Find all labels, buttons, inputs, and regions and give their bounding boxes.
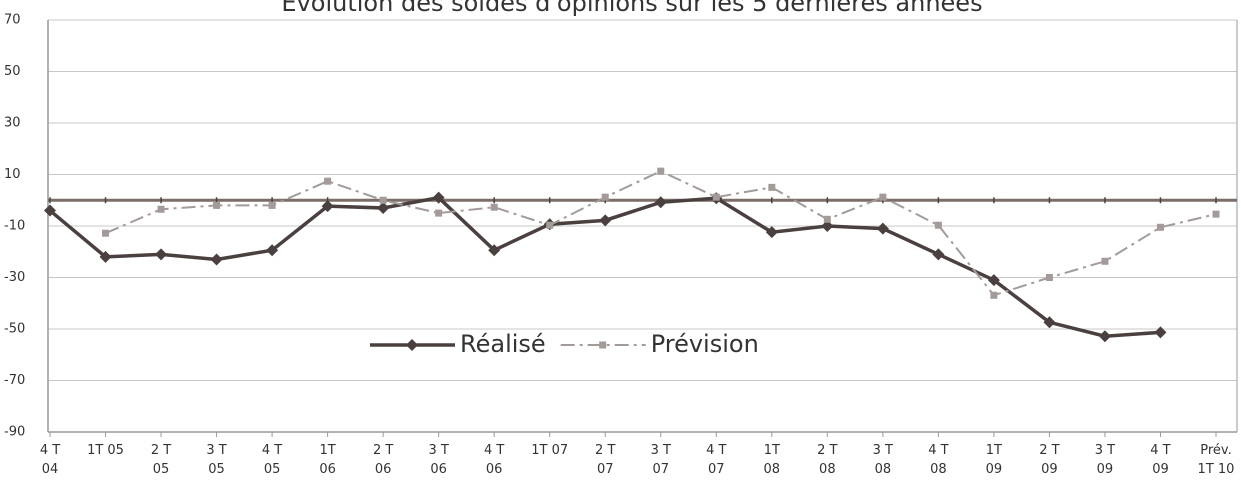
- marker: [654, 196, 667, 209]
- marker: [266, 244, 279, 257]
- x-tick-label: 1T 05: [87, 443, 124, 458]
- x-tick-label: 4 T 07: [706, 443, 727, 477]
- x-tick-label: 2 T 08: [817, 443, 838, 477]
- legend-marker: [599, 341, 607, 349]
- marker: [879, 193, 887, 201]
- x-tick-label: 3 T 07: [650, 443, 671, 477]
- marker: [932, 248, 945, 261]
- marker: [1098, 330, 1111, 343]
- marker: [377, 201, 390, 214]
- chart-title: Evolution des soldes d'opinions sur les …: [281, 0, 982, 17]
- x-tick-label: 3 T 06: [428, 443, 449, 477]
- marker: [268, 201, 276, 209]
- marker: [546, 221, 554, 229]
- marker: [44, 204, 56, 217]
- y-tick-label: -30: [4, 270, 25, 285]
- marker: [821, 220, 834, 232]
- marker: [102, 229, 110, 237]
- y-tick-label: 50: [4, 64, 21, 79]
- y-tick-label: -90: [4, 425, 25, 440]
- marker: [213, 201, 221, 209]
- marker: [490, 203, 498, 211]
- marker: [1212, 210, 1220, 218]
- y-tick-label: -50: [4, 322, 25, 337]
- marker: [1101, 257, 1109, 265]
- marker: [768, 183, 776, 191]
- marker: [823, 215, 831, 223]
- marker: [934, 221, 942, 229]
- x-tick-label: 3 T 09: [1094, 443, 1116, 477]
- marker: [990, 291, 998, 299]
- marker: [488, 244, 501, 257]
- marker: [1043, 316, 1056, 329]
- y-tick-label: 70: [4, 13, 21, 28]
- y-tick-label: -70: [4, 373, 25, 388]
- marker: [876, 222, 889, 235]
- marker: [1156, 223, 1164, 231]
- marker: [987, 274, 1000, 287]
- x-tick-label: 1T 06: [319, 443, 336, 477]
- x-tick-label: 2 T 07: [595, 443, 616, 477]
- marker: [379, 196, 387, 204]
- y-tick-label: 30: [4, 116, 21, 131]
- marker: [321, 200, 334, 213]
- marker: [210, 253, 223, 266]
- x-tick-label: 2 T 06: [372, 443, 394, 477]
- x-tick-label: 4 T 06: [484, 443, 505, 477]
- x-tick-label: 1T 08: [763, 443, 781, 477]
- y-tick-label: -10: [4, 219, 25, 234]
- x-tick-label: 1T 07: [531, 443, 569, 458]
- marker: [599, 214, 612, 227]
- marker: [601, 193, 609, 201]
- series-line: [105, 170, 1217, 297]
- marker: [324, 177, 332, 185]
- marker: [432, 191, 445, 204]
- legend-label: Prévision: [651, 330, 759, 358]
- x-tick-label: 2 T 09: [1039, 443, 1060, 477]
- marker: [1154, 326, 1167, 339]
- x-tick-label: 3 T 05: [206, 443, 227, 477]
- x-tick-label: 1T 09: [985, 443, 1003, 477]
- marker: [657, 167, 665, 175]
- legend-marker: [406, 339, 418, 351]
- marker: [155, 248, 168, 261]
- x-tick-label: 4 T 09: [1150, 443, 1171, 477]
- x-tick-label: 2 T 05: [150, 443, 172, 477]
- legend-label: Réalisé: [460, 330, 546, 358]
- x-tick-label: 4 T 08: [928, 443, 949, 477]
- marker: [99, 250, 112, 263]
- x-tick-label: 3 T 08: [872, 443, 894, 477]
- marker: [712, 193, 720, 201]
- y-tick-label: 10: [4, 167, 21, 182]
- marker: [157, 205, 165, 213]
- marker: [1045, 274, 1053, 281]
- x-tick-label: Prév. 1T 10: [1197, 443, 1235, 477]
- marker: [435, 209, 443, 217]
- x-tick-label: 4 T 04: [39, 443, 61, 477]
- x-tick-label: 4 T 05: [261, 443, 283, 477]
- marker: [765, 226, 778, 239]
